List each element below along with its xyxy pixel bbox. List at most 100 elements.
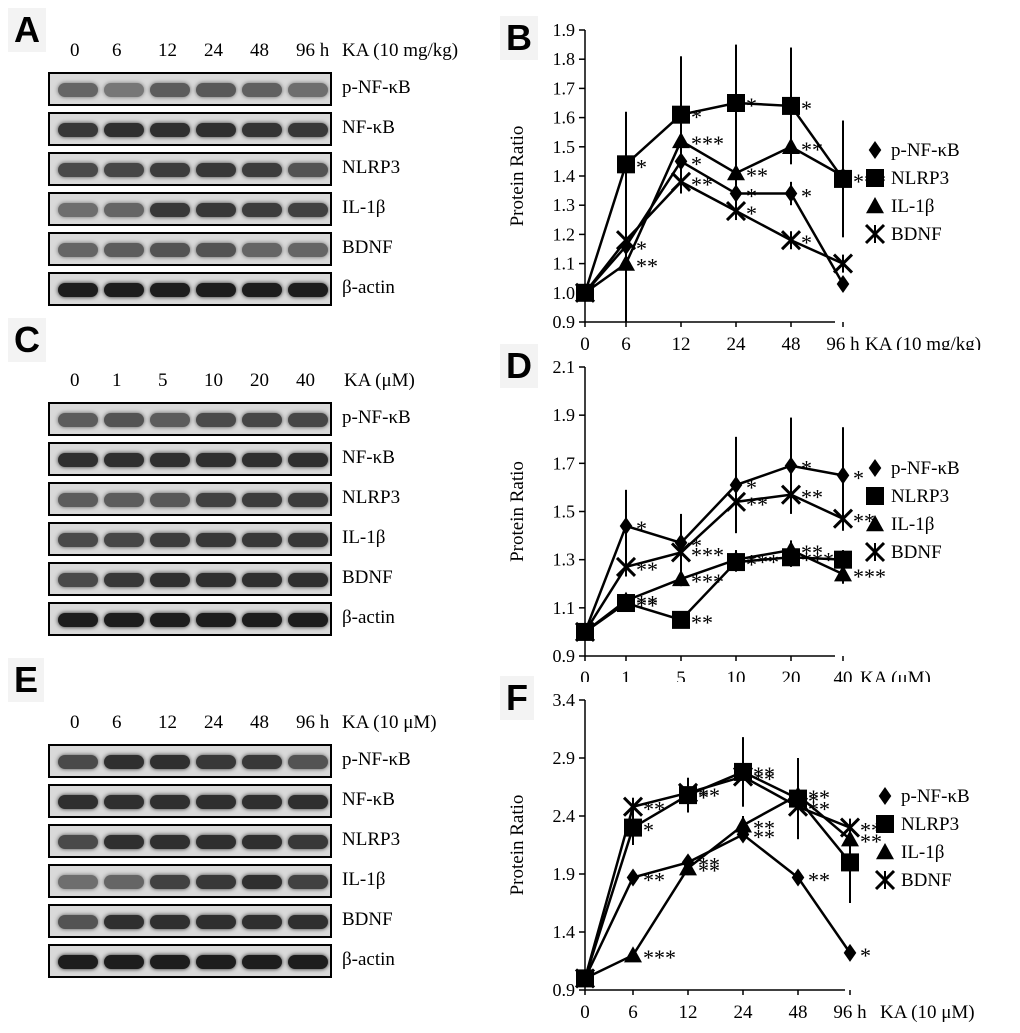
blot-band: [104, 83, 144, 97]
blot-strip: [48, 944, 332, 978]
line-chart-f: 0.9 1.4 1.9 2.4 2.9 3.4 0 6 12 24 48 96 h KA (10 μM)…: [507, 690, 975, 1023]
significance-label: ***: [691, 569, 724, 594]
blot-strip: [48, 824, 332, 858]
blot-strip: [48, 112, 332, 146]
blot-band: [196, 453, 236, 467]
blot-band: [104, 875, 144, 889]
blot-band: [58, 163, 98, 177]
blot-band: [58, 573, 98, 587]
y-tick-label: 1.6: [553, 108, 576, 128]
blot-band: [58, 915, 98, 929]
series-star: ****: [574, 170, 854, 303]
diamond-marker: [868, 141, 882, 159]
legend-label: BDNF: [901, 870, 952, 891]
diamond-marker: [784, 456, 798, 475]
y-tick-label: 1.9: [553, 864, 576, 884]
significance-label: *: [691, 151, 702, 176]
blot-band: [288, 955, 328, 969]
blot-band: [58, 613, 98, 627]
lane-label: 6: [112, 40, 122, 61]
x-tick-label: 10: [727, 668, 746, 682]
blot-band: [58, 283, 98, 297]
blot-strip: [48, 904, 332, 938]
triangle-marker: [672, 131, 690, 149]
triangle-marker: [782, 137, 800, 154]
blot-band: [288, 83, 328, 97]
y-tick-label: 1.9: [553, 20, 576, 40]
square-marker: [866, 487, 884, 505]
square-marker: [841, 853, 859, 872]
blot-band: [196, 955, 236, 969]
blot-row-label: BDNF: [342, 909, 393, 930]
square-marker: [876, 815, 894, 833]
blot-band: [242, 915, 282, 929]
lane-label: 12: [158, 712, 177, 733]
significance-label: *: [691, 105, 702, 130]
significance-label: *: [746, 552, 757, 577]
legend-label: IL-1β: [891, 196, 934, 217]
significance-label: **: [808, 867, 830, 892]
legend-entry: BDNF: [874, 869, 952, 891]
triangle-marker: [679, 859, 697, 876]
significance-label: **: [636, 593, 658, 618]
blot-band: [150, 243, 190, 257]
y-tick-label: 1.5: [553, 137, 576, 157]
blot-row-label: IL-1β: [342, 197, 386, 218]
x-tick-label: 6: [628, 1002, 638, 1023]
y-tick-label: 1.4: [553, 166, 576, 186]
y-tick-label: 1.2: [553, 224, 576, 244]
blot-band: [58, 755, 98, 769]
lane-label: 1: [112, 370, 122, 391]
significance-label: **: [698, 783, 720, 808]
blot-row-label: β-actin: [342, 607, 395, 628]
blot-strip: [48, 232, 332, 266]
blot-band: [196, 163, 236, 177]
blot-band: [58, 83, 98, 97]
blot-band: [58, 413, 98, 427]
significance-label: ***: [746, 550, 779, 575]
significance-label: **: [753, 825, 775, 850]
blot-band: [242, 533, 282, 547]
blot-band: [104, 955, 144, 969]
blot-band: [150, 755, 190, 769]
blot-band: [104, 755, 144, 769]
blot-band: [150, 163, 190, 177]
significance-label: *: [643, 818, 654, 843]
blot-strip: [48, 72, 332, 106]
blot-band: [150, 533, 190, 547]
blot-strip: [48, 402, 332, 436]
line-chart-d: 0.9 1.1 1.3 1.5 1.7 1.9 2.1 0 1 5 10 20 40 KA (μM) Pro…: [507, 357, 960, 682]
blot-band: [288, 493, 328, 507]
blot-band: [288, 243, 328, 257]
x-tick-label: 48: [789, 1002, 808, 1023]
blot-band: [104, 123, 144, 137]
treatment-label: KA (μM): [344, 370, 415, 391]
blot-strip: [48, 522, 332, 556]
square-marker: [672, 610, 690, 629]
y-tick-label: 0.9: [553, 980, 576, 1000]
significance-label: ***: [643, 945, 676, 970]
blot-row-label: β-actin: [342, 277, 395, 298]
blot-band: [242, 795, 282, 809]
blot-band: [104, 203, 144, 217]
y-tick-label: 0.9: [553, 646, 576, 666]
blot-band: [242, 413, 282, 427]
blot-band: [288, 573, 328, 587]
significance-label: **: [753, 767, 775, 792]
significance-label: ***: [853, 564, 886, 589]
blot-band: [58, 123, 98, 137]
legend-entry: IL-1β: [866, 514, 934, 535]
blot-row-label: BDNF: [342, 567, 393, 588]
blot-row-label: NF-κB: [342, 789, 395, 810]
series-triangle: *********: [576, 126, 852, 322]
blot-band: [150, 493, 190, 507]
significance-label: *: [801, 184, 812, 209]
diamond-marker: [868, 459, 882, 477]
significance-label: **: [746, 163, 768, 188]
significance-label: *: [746, 201, 757, 226]
blot-band: [150, 835, 190, 849]
blot-band: [58, 795, 98, 809]
significance-label: *: [746, 184, 757, 209]
blot-band: [104, 413, 144, 427]
blot-band: [288, 795, 328, 809]
